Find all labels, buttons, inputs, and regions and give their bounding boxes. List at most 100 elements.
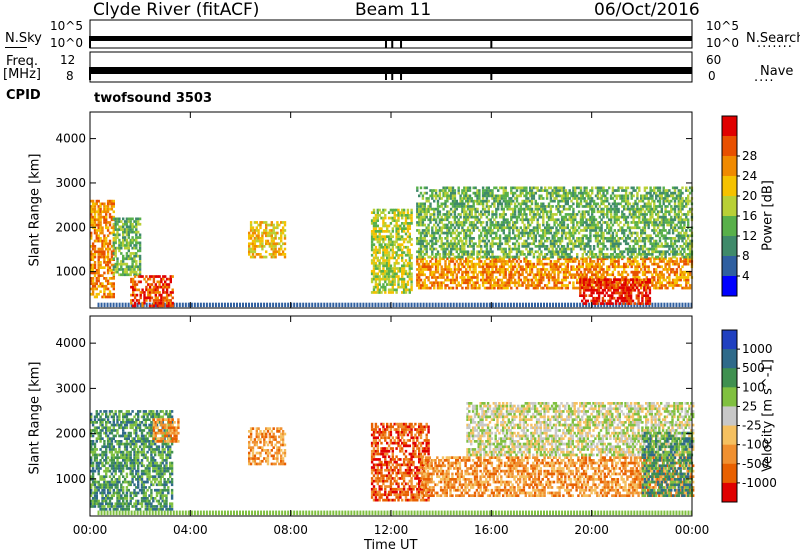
- echo-cell: [158, 275, 161, 278]
- echo-cell: [99, 218, 102, 222]
- echo-cell: [517, 262, 521, 266]
- echo-cell: [451, 237, 455, 240]
- echo-cell: [653, 268, 656, 271]
- echo-cell: [135, 270, 138, 274]
- echo-cell: [266, 242, 270, 246]
- echo-cell: [150, 275, 154, 278]
- echo-cell: [545, 223, 549, 227]
- echo-cell: [572, 257, 575, 261]
- echo-cell: [95, 250, 98, 254]
- echo-cell: [421, 250, 425, 254]
- echo-cell: [525, 265, 528, 269]
- echo-cell: [419, 218, 423, 222]
- echo-cell: [551, 270, 554, 274]
- echo-cell: [135, 230, 138, 234]
- echo-cell: [416, 213, 419, 216]
- echo-cell: [255, 221, 258, 224]
- echo-cell: [272, 242, 275, 246]
- echo-cell: [382, 240, 385, 244]
- near-range-echo: [567, 302, 570, 308]
- echo-cell: [425, 199, 428, 203]
- echo-cell: [632, 245, 635, 248]
- echo-cell: [427, 276, 430, 279]
- echo-cell: [274, 226, 277, 230]
- echo-cell: [489, 284, 492, 287]
- echo-cell: [372, 269, 376, 273]
- echo-cell: [429, 218, 432, 222]
- echo-cell: [544, 270, 547, 274]
- echo-cell: [160, 277, 163, 281]
- echo-cell: [491, 239, 494, 243]
- echo-cell: [583, 189, 586, 192]
- near-range-echo: [398, 302, 401, 308]
- echo-cell: [255, 253, 258, 256]
- echo-cell: [574, 245, 577, 248]
- echo-cell: [585, 218, 588, 222]
- echo-cell: [487, 191, 490, 195]
- echo-cell: [257, 229, 260, 232]
- echo-cell: [489, 260, 492, 263]
- echo-cell: [636, 242, 639, 246]
- echo-cell: [459, 255, 462, 259]
- echo-cell: [538, 215, 541, 219]
- echo-cell: [495, 257, 498, 261]
- echo-cell: [525, 229, 528, 232]
- echo-cell: [549, 273, 553, 277]
- echo-cell: [251, 245, 255, 248]
- echo-cell: [568, 205, 571, 208]
- echo-cell: [651, 281, 654, 285]
- echo-cell: [448, 242, 451, 246]
- echo-cell: [448, 197, 451, 200]
- echo-cell: [658, 202, 662, 206]
- echo-cell: [602, 213, 605, 216]
- echo-cell: [380, 216, 383, 220]
- echo-cell: [504, 194, 507, 198]
- echo-cell: [534, 186, 537, 190]
- echo-cell: [594, 229, 598, 232]
- echo-cell: [636, 231, 639, 235]
- echo-cell: [483, 191, 487, 195]
- echo-cell: [626, 215, 630, 219]
- echo-cell: [660, 197, 663, 200]
- echo-cell: [397, 253, 400, 257]
- echo-cell: [502, 270, 505, 274]
- echo-cell: [472, 191, 475, 195]
- echo-cell: [442, 250, 445, 254]
- echo-cell: [137, 217, 140, 221]
- echo-cell: [127, 254, 130, 258]
- echo-cell: [391, 240, 394, 244]
- echo-cell: [421, 194, 425, 198]
- echo-cell: [463, 245, 466, 248]
- echo-cell: [517, 237, 521, 240]
- echo-cell: [671, 284, 675, 287]
- echo-cell: [617, 247, 620, 251]
- echo-cell: [668, 273, 671, 277]
- echo-cell: [576, 197, 579, 200]
- echo-cell: [139, 280, 142, 284]
- echo-cell: [91, 290, 95, 293]
- echo-cell: [530, 202, 534, 206]
- echo-cell: [162, 277, 165, 281]
- echo-cell: [579, 229, 583, 232]
- echo-cell: [641, 194, 645, 198]
- echo-cell: [259, 226, 262, 230]
- echo-cell: [123, 270, 127, 274]
- echo-cell: [135, 233, 138, 237]
- echo-cell: [624, 218, 628, 222]
- echo-cell: [397, 219, 400, 222]
- echo-cell: [675, 262, 679, 266]
- echo-cell: [451, 202, 455, 206]
- echo-cell: [664, 257, 667, 261]
- echo-cell: [489, 245, 492, 248]
- echo-cell: [634, 213, 637, 216]
- echo-cell: [401, 275, 404, 278]
- echo-cell: [440, 205, 443, 208]
- echo-cell: [551, 278, 554, 282]
- echo-cell: [451, 242, 455, 246]
- echo-cell: [574, 257, 577, 261]
- echo-cell: [453, 194, 457, 198]
- echo-cell: [384, 291, 387, 294]
- echo-cell: [551, 247, 554, 251]
- near-range-echo: [374, 302, 377, 308]
